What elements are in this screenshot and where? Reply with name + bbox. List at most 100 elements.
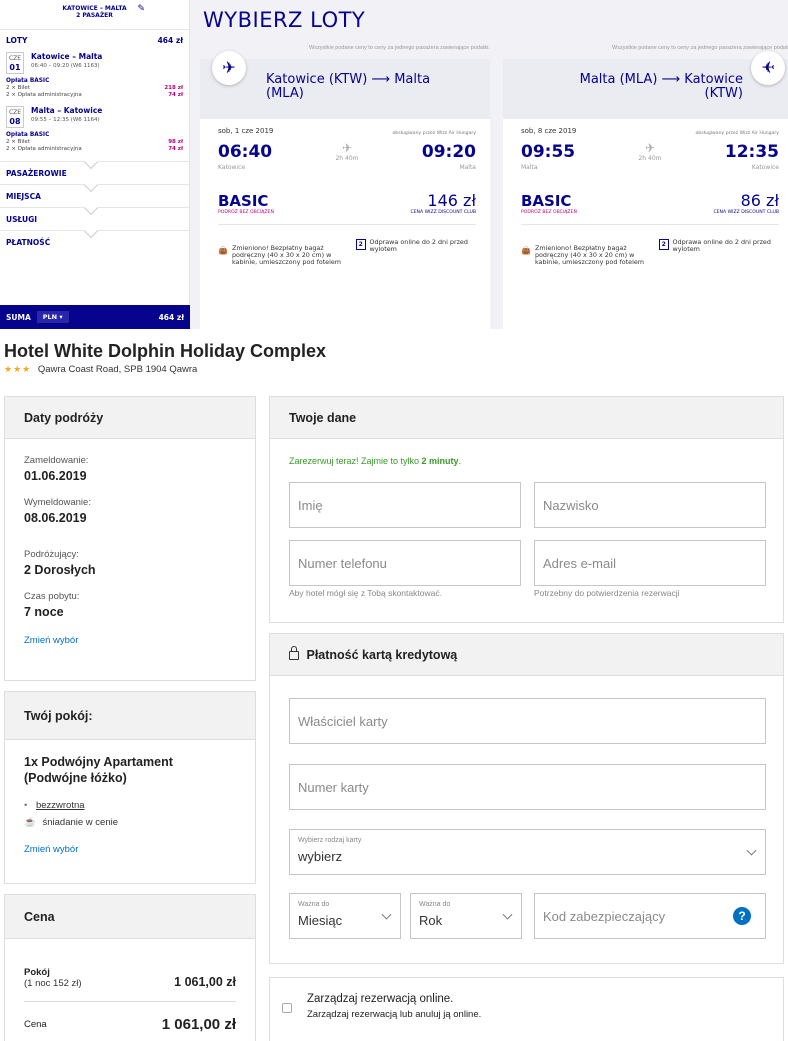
manage-booking-checkbox[interactable]	[282, 1003, 292, 1013]
flight-route: Katowice – Malta 06:40 – 09:20 (W6 1163)	[31, 52, 103, 69]
help-icon[interactable]: ?	[733, 907, 751, 925]
phone-hint: Aby hotel mógł się z Tobą skontaktować.	[289, 588, 442, 598]
route-title: Katowice (KTW) ⟶ Malta (MLA)	[266, 72, 431, 101]
calendar-2-icon: 2	[356, 239, 366, 250]
perk-checkin: 2 Odprawa online do 2 dni przed wylotem	[659, 239, 779, 266]
manage-booking-panel: Zarządzaj rezerwacją online. Zarządzaj r…	[269, 977, 784, 1041]
trip-header[interactable]: KATOWICE – MALTA 2 PASAŻER ✎	[0, 0, 189, 30]
flight-summary-sidebar: KATOWICE – MALTA 2 PASAŻER ✎ LOTY 464 zł…	[0, 0, 190, 329]
departure-time: 06:40	[218, 141, 273, 162]
card-number-input[interactable]: Numer karty	[289, 764, 766, 810]
chevron-down-icon	[746, 845, 757, 856]
operator-note: obsługiwany przez Wizz Air Hungary	[695, 131, 780, 136]
fare-name: BASIC	[218, 192, 269, 210]
flights-section-header: LOTY 464 zł	[0, 30, 189, 52]
checkin-date: 01.06.2019	[24, 469, 87, 483]
manage-booking-sub: Zarządzaj rezerwacją lub anuluj ją onlin…	[307, 1009, 482, 1020]
trip-passengers: 2 PASAŻER	[76, 12, 113, 19]
panel-title: Daty podróży	[5, 397, 255, 439]
flights-label: LOTY	[6, 36, 28, 45]
panel-title: Cena	[5, 895, 255, 939]
departure-time: 09:55	[521, 141, 576, 162]
expiry-year-select[interactable]: Ważna do Rok	[410, 893, 522, 939]
sidebar-section-passengers[interactable]: PASAŻEROWIE	[0, 154, 189, 184]
plane-icon: ✈	[341, 141, 353, 155]
chevron-down-icon	[502, 909, 513, 920]
room-price: 1 061,00 zł	[174, 975, 236, 989]
price-note: Wszystkie podane ceny to ceny za jednego…	[612, 45, 788, 51]
flight-duration: 2h 40m	[638, 155, 662, 162]
chevron-down-icon	[381, 909, 392, 920]
card-type-select[interactable]: Wybierz rodzaj karty wybierz	[289, 829, 766, 875]
fare-breakdown-inbound: Opłata BASIC 2 × Bilet 98 zł 2 × Opłata a…	[6, 132, 183, 152]
sum-total: 464 zł	[158, 312, 184, 322]
flight-card-inbound: Wszystkie podane ceny to ceny za jednego…	[503, 45, 788, 329]
security-code-input[interactable]: Kod zabezpieczający ?	[534, 893, 766, 939]
edit-pencil-icon[interactable]: ✎	[137, 4, 145, 14]
total-price-row: Cena 1 061,00 zł	[24, 1002, 236, 1033]
flight-route: Malta – Katowice 09:55 – 12:35 (W6 1164)	[31, 106, 103, 124]
hotel-address-line: ★★★ Qawra Coast Road, SPB 1904 Qawra	[4, 364, 197, 375]
hotel-booking-panel: Hotel White Dolphin Holiday Complex ★★★ …	[0, 329, 788, 1041]
plane-departure-icon: ✈	[212, 51, 246, 85]
change-selection-link[interactable]: Zmień wybór	[24, 635, 79, 646]
total-price-label: Cena	[24, 1019, 47, 1030]
sum-bar: SUMA PLN ▾ 464 zł	[0, 305, 190, 329]
flight-date: sob, 1 cze 2019	[218, 127, 274, 135]
bag-icon: 👜	[218, 246, 228, 255]
total-price: 1 061,00 zł	[161, 1016, 236, 1033]
first-name-input[interactable]: Imię	[289, 482, 521, 528]
panel-title: Twoje dane	[270, 397, 783, 439]
fare-option-basic[interactable]: BASIC PODRÓŻ BEZ OBCIĄŻEŃ 86 zł CENA WIZZ …	[521, 193, 779, 225]
flight-times[interactable]: sob, 8 cze 2019 obsługiwany przez Wizz A…	[503, 119, 788, 171]
travelers-label: Podróżujący:	[24, 549, 79, 560]
sum-label: SUMA	[6, 312, 31, 322]
flight-times[interactable]: sob, 1 cze 2019 obsługiwany przez Wizz A…	[200, 119, 490, 171]
fare-price-note: CENA WIZZ DISCOUNT CLUB	[410, 210, 476, 215]
fare-price-note: CENA WIZZ DISCOUNT CLUB	[713, 210, 779, 215]
expiry-month-select[interactable]: Ważna do Miesiąc	[289, 893, 401, 939]
flight-selection-area: WYBIERZ LOTY Wszystkie podane ceny to ce…	[190, 0, 788, 329]
card-holder-input[interactable]: Właściciel karty	[289, 698, 766, 744]
perk-cabin-bag: 👜 Zmieniono! Bezpłatny bagaż podręczny (…	[218, 244, 342, 266]
hotel-address: Qawra Coast Road, SPB 1904 Qawra	[37, 364, 198, 375]
star-rating-icon: ★★★	[4, 364, 32, 374]
bag-icon: 👜	[521, 246, 531, 255]
sidebar-section-seats[interactable]: MIEJSCA	[0, 177, 189, 207]
email-input[interactable]: Adres e-mail	[534, 540, 766, 586]
panel-title: Płatność kartą kredytową	[270, 634, 783, 676]
currency-select[interactable]: PLN ▾	[36, 311, 69, 323]
checkout-label: Wymeldowanie:	[24, 497, 91, 508]
flight-route-header: Malta (MLA) ⟶ Katowice (KTW) ✈	[503, 51, 788, 119]
sidebar-section-payment[interactable]: PŁATNOŚĆ	[0, 223, 189, 253]
fare-price: 146 zł	[427, 191, 476, 210]
fare-name: BASIC	[521, 192, 572, 210]
manage-booking-title: Zarządzaj rezerwacją online.	[307, 993, 454, 1005]
email-hint: Potrzebny do potwierdzenia rezerwacji	[534, 588, 680, 598]
price-panel: Cena Pokój (1 noc 152 zł) 1 061,00 zł Ce…	[4, 894, 256, 1041]
sidebar-section-services[interactable]: USŁUGI	[0, 200, 189, 230]
price-note: Wszystkie podane ceny to ceny za jednego…	[309, 45, 490, 51]
last-name-input[interactable]: Nazwisko	[534, 482, 766, 528]
flight-duration: 2h 40m	[335, 155, 359, 162]
fare-subtitle: PODRÓŻ BEZ OBCIĄŻEŃ	[521, 210, 577, 215]
trip-route: KATOWICE – MALTA	[62, 5, 127, 12]
plane-icon: ✈	[644, 141, 656, 155]
stay-label: Czas pobytu:	[24, 591, 80, 602]
cup-icon: ☕	[24, 817, 36, 828]
departure-city: Katowice	[218, 164, 246, 171]
change-selection-link[interactable]: Zmień wybór	[24, 844, 79, 855]
refund-policy[interactable]: • bezzwrotna	[24, 800, 85, 811]
fare-perks: 👜 Zmieniono! Bezpłatny bagaż podręczny (…	[200, 225, 490, 266]
bullet-icon: •	[24, 800, 28, 811]
arrival-time: 12:35	[724, 141, 779, 162]
breakfast-info: ☕ śniadanie w cenie	[24, 817, 119, 828]
fare-price: 86 zł	[740, 191, 779, 210]
credit-card-payment-panel: Płatność kartą kredytową Właściciel kart…	[269, 633, 784, 964]
flight-summary-outbound: CZE 01 Katowice – Malta 06:40 – 09:20 (W…	[0, 52, 189, 74]
phone-input[interactable]: Numer telefonu	[289, 540, 521, 586]
fare-option-basic[interactable]: BASIC PODRÓŻ BEZ OBCIĄŻEŃ 146 zł CENA WIZZ…	[218, 193, 476, 225]
promo-text: Zarezerwuj teraz! Zajmie to tylko 2 minu…	[289, 456, 462, 466]
plane-arrival-icon: ✈	[751, 51, 785, 85]
flight-date: sob, 8 cze 2019	[521, 127, 577, 135]
